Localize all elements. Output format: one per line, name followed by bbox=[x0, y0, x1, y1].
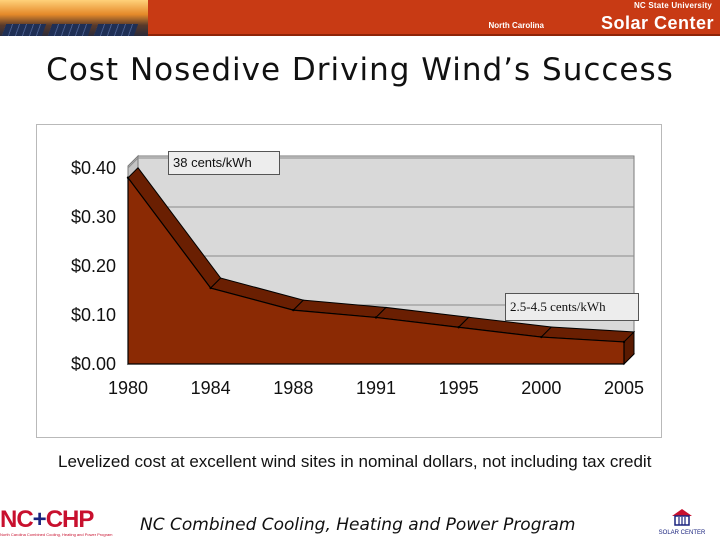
data-point bbox=[457, 326, 460, 329]
solar-house-icon bbox=[672, 509, 692, 526]
y-tick-label: $0.40 bbox=[71, 158, 116, 178]
chart-footnote: Levelized cost at excellent wind sites i… bbox=[58, 452, 652, 471]
data-point bbox=[622, 340, 626, 344]
y-tick-label: $0.10 bbox=[71, 305, 116, 325]
header-banner: NC State University North Carolina Solar… bbox=[0, 0, 720, 36]
x-tick-label: 1991 bbox=[356, 378, 396, 398]
university-name: NC State University bbox=[633, 1, 712, 10]
x-tick-label: 1988 bbox=[273, 378, 313, 398]
y-tick-label: $0.30 bbox=[71, 207, 116, 227]
org-prefix: North Carolina bbox=[488, 21, 544, 30]
x-tick-label: 1980 bbox=[108, 378, 148, 398]
y-tick-label: $0.00 bbox=[71, 354, 116, 374]
x-tick-label: 1984 bbox=[191, 378, 231, 398]
y-tick-label: $0.20 bbox=[71, 256, 116, 276]
data-point bbox=[292, 308, 295, 312]
nc-chp-logo: NC+CHP North Carolina Combined Cooling, … bbox=[0, 506, 113, 540]
slide-title: Cost Nosedive Driving Wind’s Success bbox=[46, 52, 674, 88]
gridline-side bbox=[127, 157, 139, 169]
data-point bbox=[209, 286, 212, 290]
solar-center-logo-text: SOLAR CENTER bbox=[658, 530, 706, 536]
banner-divider bbox=[148, 34, 720, 36]
data-point bbox=[374, 316, 378, 319]
program-name: NC Combined Cooling, Heating and Power P… bbox=[140, 515, 576, 535]
area-series bbox=[127, 175, 625, 365]
data-point bbox=[126, 176, 130, 179]
x-tick-label: 2000 bbox=[521, 378, 561, 398]
org-name: Solar Center bbox=[600, 13, 714, 33]
annotation-current-cost: 2.5-4.5 cents/kWh bbox=[505, 293, 639, 321]
solar-center-logo: SOLAR CENTER bbox=[650, 508, 714, 540]
x-tick-label: 2005 bbox=[604, 378, 644, 398]
solar-panel-photo bbox=[0, 0, 148, 36]
data-point bbox=[540, 335, 543, 339]
x-tick-label: 1995 bbox=[439, 378, 479, 398]
nc-chp-logo-subtitle: North Carolina Combined Cooling, Heating… bbox=[0, 532, 113, 537]
nc-chp-logo-text: NC+CHP bbox=[0, 506, 94, 533]
annotation-start-cost: 38 cents/kWh bbox=[168, 151, 280, 175]
